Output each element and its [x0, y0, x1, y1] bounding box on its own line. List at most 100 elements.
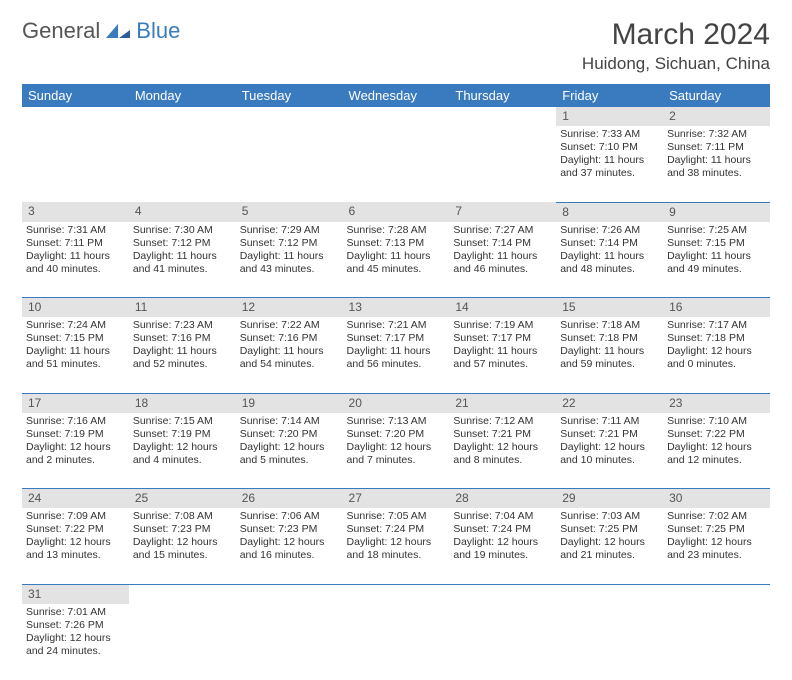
daylight-line2: and 45 minutes. — [347, 263, 446, 276]
sunrise-line: Sunrise: 7:09 AM — [26, 510, 125, 523]
daylight-line2: and 16 minutes. — [240, 549, 339, 562]
day-number — [22, 107, 129, 126]
day-cell: Sunrise: 7:03 AMSunset: 7:25 PMDaylight:… — [556, 508, 663, 584]
sunrise-line: Sunrise: 7:18 AM — [560, 319, 659, 332]
sunrise-line: Sunrise: 7:30 AM — [133, 224, 232, 237]
daylight-line2: and 7 minutes. — [347, 454, 446, 467]
daylight-line1: Daylight: 11 hours — [347, 345, 446, 358]
sunrise-line: Sunrise: 7:05 AM — [347, 510, 446, 523]
day-number: 27 — [343, 489, 450, 509]
day-number — [343, 584, 450, 604]
day-number: 11 — [129, 298, 236, 318]
day-cell — [663, 604, 770, 680]
sunrise-line: Sunrise: 7:32 AM — [667, 128, 766, 141]
day-cell — [129, 604, 236, 680]
daylight-line2: and 5 minutes. — [240, 454, 339, 467]
daylight-line1: Daylight: 12 hours — [133, 536, 232, 549]
daylight-line1: Daylight: 12 hours — [240, 536, 339, 549]
sunrise-line: Sunrise: 7:12 AM — [453, 415, 552, 428]
day-cell: Sunrise: 7:32 AMSunset: 7:11 PMDaylight:… — [663, 126, 770, 202]
day-cell: Sunrise: 7:14 AMSunset: 7:20 PMDaylight:… — [236, 413, 343, 489]
sunset-line: Sunset: 7:24 PM — [347, 523, 446, 536]
day-cell — [449, 126, 556, 202]
sunset-line: Sunset: 7:21 PM — [453, 428, 552, 441]
weekday-header-row: SundayMondayTuesdayWednesdayThursdayFrid… — [22, 84, 770, 107]
day-cell: Sunrise: 7:30 AMSunset: 7:12 PMDaylight:… — [129, 222, 236, 298]
daylight-line2: and 37 minutes. — [560, 167, 659, 180]
sunset-line: Sunset: 7:14 PM — [453, 237, 552, 250]
sunrise-line: Sunrise: 7:17 AM — [667, 319, 766, 332]
sunset-line: Sunset: 7:18 PM — [560, 332, 659, 345]
sail-icon — [104, 22, 132, 40]
sunset-line: Sunset: 7:20 PM — [347, 428, 446, 441]
content-row: Sunrise: 7:24 AMSunset: 7:15 PM Daylight:… — [22, 317, 770, 393]
daylight-line2: and 19 minutes. — [453, 549, 552, 562]
day-cell: Sunrise: 7:25 AMSunset: 7:15 PMDaylight:… — [663, 222, 770, 298]
daylight-line2: and 41 minutes. — [133, 263, 232, 276]
sunrise-line: Sunrise: 7:16 AM — [26, 415, 125, 428]
sunrise-line: Sunrise: 7:24 AM — [26, 319, 125, 332]
day-cell: Sunrise: 7:17 AMSunset: 7:18 PMDaylight:… — [663, 317, 770, 393]
sunrise-line: Sunrise: 7:29 AM — [240, 224, 339, 237]
daylight-line2: and 21 minutes. — [560, 549, 659, 562]
day-number: 4 — [129, 202, 236, 222]
daynum-row: 12 — [22, 107, 770, 126]
weekday-header: Saturday — [663, 84, 770, 107]
day-cell: Sunrise: 7:21 AMSunset: 7:17 PMDaylight:… — [343, 317, 450, 393]
daylight-line1: Daylight: 11 hours — [453, 345, 552, 358]
daylight-line1: Daylight: 11 hours — [133, 345, 232, 358]
day-number — [129, 584, 236, 604]
daylight-line2: and 15 minutes. — [133, 549, 232, 562]
day-number: 25 — [129, 489, 236, 509]
sunrise-line: Sunrise: 7:33 AM — [560, 128, 659, 141]
weekday-header: Monday — [129, 84, 236, 107]
sunrise-line: Sunrise: 7:06 AM — [240, 510, 339, 523]
daylight-line2: and 23 minutes. — [667, 549, 766, 562]
day-cell — [22, 126, 129, 202]
day-cell: Sunrise: 7:06 AMSunset: 7:23 PMDaylight:… — [236, 508, 343, 584]
sunset-line: Sunset: 7:21 PM — [560, 428, 659, 441]
day-number: 22 — [556, 393, 663, 413]
daylight-line2: and 49 minutes. — [667, 263, 766, 276]
day-number — [663, 584, 770, 604]
daylight-line2: and 24 minutes. — [26, 645, 125, 658]
month-title: March 2024 — [582, 18, 770, 52]
daylight-line2: and 52 minutes. — [133, 358, 232, 371]
title-block: March 2024 Huidong, Sichuan, China — [582, 18, 770, 74]
sunset-line: Sunset: 7:13 PM — [347, 237, 446, 250]
brand-logo: General Blue — [22, 18, 180, 44]
day-number: 12 — [236, 298, 343, 318]
daylight-line1: Daylight: 11 hours — [240, 345, 339, 358]
day-number: 29 — [556, 489, 663, 509]
day-number — [556, 584, 663, 604]
sunrise-line: Sunrise: 7:23 AM — [133, 319, 232, 332]
sunset-line: Sunset: 7:12 PM — [240, 237, 339, 250]
daylight-line2: and 4 minutes. — [133, 454, 232, 467]
sunset-line: Sunset: 7:23 PM — [240, 523, 339, 536]
day-cell — [343, 126, 450, 202]
weekday-header: Wednesday — [343, 84, 450, 107]
sunrise-line: Sunrise: 7:19 AM — [453, 319, 552, 332]
sunrise-line: Sunrise: 7:04 AM — [453, 510, 552, 523]
daylight-line2: and 2 minutes. — [26, 454, 125, 467]
daylight-line2: and 18 minutes. — [347, 549, 446, 562]
day-number: 10 — [22, 298, 129, 318]
daylight-line1: Daylight: 12 hours — [667, 536, 766, 549]
sunset-line: Sunset: 7:16 PM — [133, 332, 232, 345]
day-number: 23 — [663, 393, 770, 413]
day-cell: Sunrise: 7:16 AMSunset: 7:19 PMDaylight:… — [22, 413, 129, 489]
sunrise-line: Sunrise: 7:31 AM — [26, 224, 125, 237]
daynum-row: 24252627282930 — [22, 489, 770, 509]
day-cell — [449, 604, 556, 680]
day-number: 13 — [343, 298, 450, 318]
daylight-line1: Daylight: 12 hours — [453, 441, 552, 454]
daylight-line1: Daylight: 12 hours — [240, 441, 339, 454]
sunset-line: Sunset: 7:12 PM — [133, 237, 232, 250]
sunset-line: Sunset: 7:15 PM — [26, 332, 125, 345]
day-number: 30 — [663, 489, 770, 509]
daylight-line2: and 43 minutes. — [240, 263, 339, 276]
sunrise-line: Sunrise: 7:03 AM — [560, 510, 659, 523]
day-number: 31 — [22, 584, 129, 604]
day-number: 28 — [449, 489, 556, 509]
daylight-line1: Daylight: 12 hours — [26, 632, 125, 645]
